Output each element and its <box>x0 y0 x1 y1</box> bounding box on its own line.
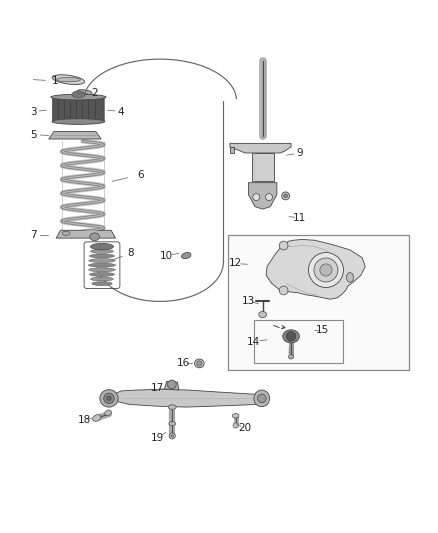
Polygon shape <box>230 143 291 153</box>
Bar <box>254 320 343 364</box>
Text: 1: 1 <box>52 76 59 86</box>
Polygon shape <box>266 239 365 299</box>
Text: 12: 12 <box>229 259 242 269</box>
Ellipse shape <box>182 253 191 259</box>
Polygon shape <box>49 132 101 139</box>
Ellipse shape <box>52 75 85 85</box>
Text: 18: 18 <box>78 415 91 425</box>
Ellipse shape <box>88 263 116 267</box>
Text: 10: 10 <box>160 251 173 261</box>
Ellipse shape <box>91 244 113 250</box>
Text: 2: 2 <box>91 88 98 98</box>
Text: 11: 11 <box>293 213 307 223</box>
Ellipse shape <box>52 119 105 124</box>
FancyBboxPatch shape <box>53 96 104 122</box>
Ellipse shape <box>171 434 173 437</box>
Ellipse shape <box>57 77 81 82</box>
Ellipse shape <box>259 311 267 318</box>
Ellipse shape <box>169 433 175 439</box>
Text: 6: 6 <box>137 170 144 180</box>
Bar <box>252 153 274 181</box>
Ellipse shape <box>62 231 70 236</box>
Text: 9: 9 <box>297 148 303 158</box>
Ellipse shape <box>89 259 115 263</box>
Text: 4: 4 <box>117 107 124 117</box>
Ellipse shape <box>169 422 176 426</box>
Ellipse shape <box>233 423 238 428</box>
Ellipse shape <box>92 281 112 286</box>
Ellipse shape <box>89 268 115 272</box>
Polygon shape <box>113 389 262 407</box>
Ellipse shape <box>284 194 288 198</box>
Ellipse shape <box>91 277 113 281</box>
Polygon shape <box>248 183 277 209</box>
Ellipse shape <box>91 249 113 253</box>
Text: 13: 13 <box>242 296 255 306</box>
Text: 19: 19 <box>151 433 165 442</box>
Ellipse shape <box>265 193 272 200</box>
Ellipse shape <box>320 264 332 276</box>
Text: 20: 20 <box>238 423 251 433</box>
Polygon shape <box>56 230 116 238</box>
Ellipse shape <box>89 254 114 258</box>
Text: 17: 17 <box>151 383 165 393</box>
Ellipse shape <box>288 354 293 359</box>
Ellipse shape <box>254 390 270 407</box>
Ellipse shape <box>279 241 288 250</box>
Ellipse shape <box>253 193 260 200</box>
Polygon shape <box>164 381 179 390</box>
Ellipse shape <box>51 94 106 100</box>
Ellipse shape <box>197 361 202 366</box>
Bar <box>228 235 409 370</box>
Ellipse shape <box>105 410 111 416</box>
Ellipse shape <box>92 415 101 421</box>
Text: 5: 5 <box>30 130 37 140</box>
Ellipse shape <box>346 272 353 282</box>
Ellipse shape <box>89 272 114 277</box>
Ellipse shape <box>258 394 266 403</box>
Text: 7: 7 <box>30 230 37 240</box>
Ellipse shape <box>168 405 176 409</box>
Ellipse shape <box>100 390 118 407</box>
Ellipse shape <box>314 258 338 282</box>
Ellipse shape <box>92 245 112 249</box>
Text: 8: 8 <box>127 248 134 259</box>
Text: 14: 14 <box>247 337 261 346</box>
Ellipse shape <box>279 286 288 295</box>
Ellipse shape <box>107 396 111 400</box>
Ellipse shape <box>72 91 85 98</box>
Ellipse shape <box>308 253 343 287</box>
Text: 3: 3 <box>30 107 37 117</box>
Ellipse shape <box>286 332 296 341</box>
Ellipse shape <box>194 359 204 368</box>
Text: 15: 15 <box>316 325 329 335</box>
Ellipse shape <box>104 393 114 403</box>
Ellipse shape <box>77 90 92 95</box>
Polygon shape <box>230 147 234 153</box>
Ellipse shape <box>232 414 239 418</box>
Ellipse shape <box>283 330 299 343</box>
Ellipse shape <box>282 192 290 200</box>
Ellipse shape <box>167 380 176 389</box>
Ellipse shape <box>90 233 99 241</box>
Text: 16: 16 <box>177 358 190 368</box>
